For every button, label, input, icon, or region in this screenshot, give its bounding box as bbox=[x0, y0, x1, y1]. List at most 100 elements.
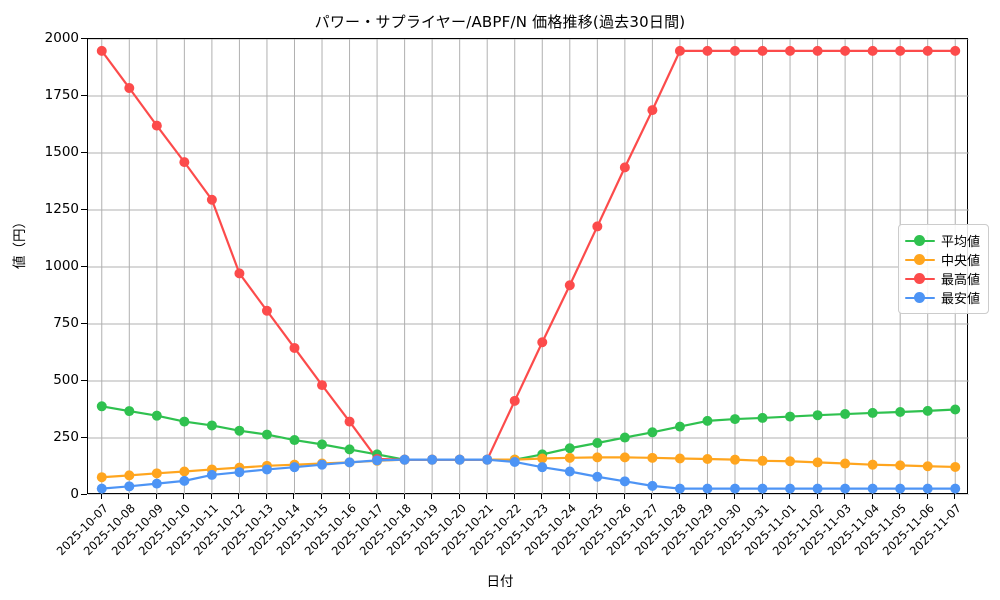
data-point-marker bbox=[757, 483, 768, 494]
x-axis-tick-mark bbox=[651, 494, 653, 499]
legend-swatch-icon bbox=[905, 253, 935, 267]
y-axis-tick-label: 1750 bbox=[44, 87, 79, 103]
y-axis-tick-label: 500 bbox=[53, 372, 79, 388]
data-point-marker bbox=[922, 461, 933, 472]
data-point-marker bbox=[867, 45, 878, 56]
legend-label: 平均値 bbox=[941, 235, 981, 250]
data-point-marker bbox=[234, 425, 245, 436]
data-point-marker bbox=[619, 476, 630, 487]
x-axis-tick-mark bbox=[761, 494, 763, 499]
data-point-marker bbox=[729, 483, 740, 494]
data-point-marker bbox=[950, 483, 961, 494]
x-axis-tick-mark bbox=[789, 494, 791, 499]
data-point-marker bbox=[812, 483, 823, 494]
data-point-marker bbox=[96, 45, 107, 56]
chart-legend: 平均値中央値最高値最安値 bbox=[898, 224, 990, 314]
legend-item-0[interactable]: 平均値 bbox=[905, 231, 980, 250]
data-point-marker bbox=[372, 455, 383, 466]
data-point-marker bbox=[812, 457, 823, 468]
y-axis-tick-mark bbox=[81, 95, 87, 96]
data-point-marker bbox=[592, 438, 603, 449]
data-point-marker bbox=[895, 483, 906, 494]
legend-label: 最高値 bbox=[941, 273, 981, 288]
x-axis-tick-mark bbox=[486, 494, 488, 499]
data-point-marker bbox=[206, 469, 217, 480]
x-axis-tick-mark bbox=[458, 494, 460, 499]
legend-item-3[interactable]: 最安値 bbox=[905, 288, 980, 307]
data-point-marker bbox=[344, 416, 355, 427]
data-point-marker bbox=[647, 427, 658, 438]
x-axis-tick-mark bbox=[210, 494, 212, 499]
data-point-marker bbox=[592, 221, 603, 232]
y-axis-tick-label: 2000 bbox=[44, 30, 79, 46]
x-axis-tick-mark bbox=[376, 494, 378, 499]
data-point-marker bbox=[702, 45, 713, 56]
data-point-marker bbox=[537, 337, 548, 348]
series-line-3 bbox=[100, 458, 957, 490]
x-axis-tick-mark bbox=[321, 494, 323, 499]
data-point-marker bbox=[840, 458, 851, 469]
y-axis-label: 値（円） bbox=[12, 215, 28, 269]
data-point-marker bbox=[867, 407, 878, 418]
legend-swatch-icon bbox=[905, 272, 935, 286]
data-point-marker bbox=[179, 466, 190, 477]
data-point-marker bbox=[151, 410, 162, 421]
legend-label: 中央値 bbox=[941, 254, 981, 269]
data-point-marker bbox=[702, 453, 713, 464]
data-point-marker bbox=[647, 480, 658, 491]
legend-dot bbox=[914, 235, 925, 246]
data-point-marker bbox=[537, 453, 548, 464]
data-point-marker bbox=[867, 483, 878, 494]
x-axis-tick-mark bbox=[844, 494, 846, 499]
x-axis-tick-mark bbox=[155, 494, 157, 499]
data-point-marker bbox=[537, 462, 548, 473]
data-point-marker bbox=[151, 468, 162, 479]
x-axis-tick-mark bbox=[513, 494, 515, 499]
data-point-marker bbox=[124, 83, 135, 94]
x-axis-tick-mark bbox=[926, 494, 928, 499]
data-point-marker bbox=[757, 412, 768, 423]
data-point-marker bbox=[206, 194, 217, 205]
legend-item-2[interactable]: 最高値 bbox=[905, 269, 980, 288]
data-point-marker bbox=[261, 305, 272, 316]
data-point-marker bbox=[124, 470, 135, 481]
data-point-marker bbox=[564, 466, 575, 477]
series-line-2 bbox=[100, 49, 957, 461]
y-axis-tick-mark bbox=[81, 209, 87, 210]
x-axis-tick-labels: 2025-10-07 2025-10-08 2025-10-09 2025-10-10… bbox=[53, 501, 968, 571]
data-point-marker bbox=[482, 454, 493, 465]
y-axis-tick-label: 0 bbox=[70, 486, 79, 502]
data-point-marker bbox=[592, 452, 603, 463]
data-point-marker bbox=[151, 478, 162, 489]
data-point-marker bbox=[895, 460, 906, 471]
legend-item-1[interactable]: 中央値 bbox=[905, 250, 980, 269]
legend-label: 最安値 bbox=[941, 292, 981, 307]
data-point-marker bbox=[96, 472, 107, 483]
data-point-marker bbox=[454, 454, 465, 465]
y-axis-tick-mark bbox=[81, 38, 87, 39]
data-point-marker bbox=[812, 45, 823, 56]
data-point-marker bbox=[785, 45, 796, 56]
data-point-marker bbox=[179, 416, 190, 427]
data-point-marker bbox=[179, 475, 190, 486]
data-point-marker bbox=[785, 483, 796, 494]
x-axis-tick-mark bbox=[403, 494, 405, 499]
y-axis-tick-mark bbox=[81, 152, 87, 153]
data-point-marker bbox=[427, 454, 438, 465]
data-point-marker bbox=[564, 280, 575, 291]
series-lines bbox=[96, 45, 961, 494]
data-point-marker bbox=[785, 411, 796, 422]
data-point-marker bbox=[840, 483, 851, 494]
data-point-marker bbox=[234, 268, 245, 279]
x-axis-tick-mark bbox=[596, 494, 598, 499]
legend-dot bbox=[914, 254, 925, 265]
data-point-marker bbox=[729, 454, 740, 465]
x-axis-tick-mark bbox=[348, 494, 350, 499]
x-axis-tick-mark bbox=[678, 494, 680, 499]
data-point-marker bbox=[729, 414, 740, 425]
data-point-marker bbox=[344, 444, 355, 455]
data-point-marker bbox=[289, 462, 300, 473]
y-axis-tick-label: 1250 bbox=[44, 201, 79, 217]
x-axis-tick-mark bbox=[265, 494, 267, 499]
